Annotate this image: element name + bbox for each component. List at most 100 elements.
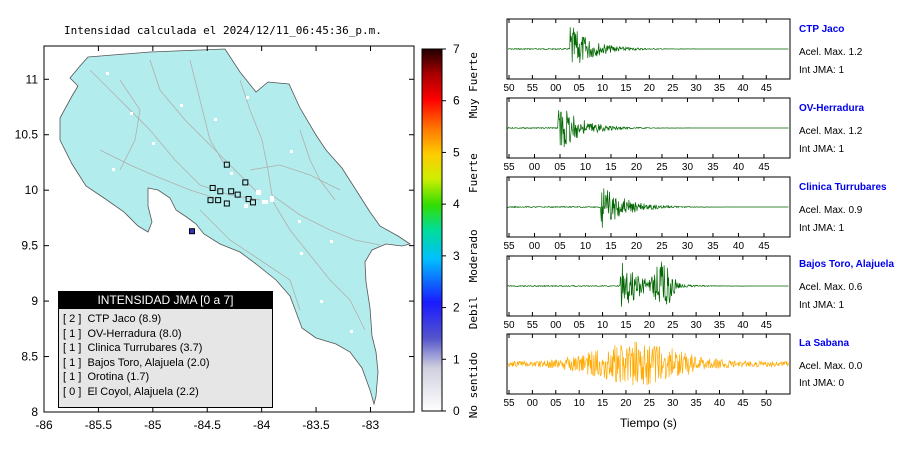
waveform-tick-label: 25 bbox=[656, 241, 668, 252]
waveform-tick-label: 20 bbox=[644, 320, 656, 331]
waveform-tick-label: 55 bbox=[503, 398, 515, 409]
waveform-tick-label: 10 bbox=[597, 83, 609, 94]
colorbar-tick-label: 2 bbox=[453, 301, 460, 315]
waveform-tick-label: 30 bbox=[682, 241, 694, 252]
waveform-tick-label: 40 bbox=[733, 162, 745, 173]
station-int: Int JMA: 1 bbox=[799, 144, 845, 155]
waveform-tick-label: 05 bbox=[574, 83, 586, 94]
colorbar-category-label: No sentido bbox=[467, 352, 480, 418]
waveform-tick-label: 10 bbox=[580, 162, 592, 173]
station-name: OV-Herradura bbox=[799, 103, 865, 114]
station-marker bbox=[217, 188, 224, 195]
waveform-tick-label: 50 bbox=[503, 83, 515, 94]
waveform-tick-label: 30 bbox=[691, 320, 703, 331]
waveform-tick-label: 40 bbox=[733, 241, 745, 252]
map-x-tick-label: -84.5 bbox=[194, 418, 222, 432]
waveform-tick-label: 25 bbox=[667, 83, 679, 94]
colorbar-category-label: Fuerte bbox=[467, 153, 480, 193]
map-x-tick-label: -85.5 bbox=[85, 418, 113, 432]
map-x-axis: -86 -85.5 -85 -84.5 -84 -83.5 -83 bbox=[35, 46, 379, 432]
waveform-tick-label: 15 bbox=[620, 320, 632, 331]
station-marker bbox=[189, 228, 195, 235]
map-y-tick-label: 11 bbox=[26, 72, 39, 86]
map-title: Intensidad calculada el 2024/12/11_06:45… bbox=[64, 24, 382, 37]
waveform-tick-label: 35 bbox=[707, 162, 719, 173]
station-marker bbox=[234, 191, 241, 198]
colorbar-tick-label: 4 bbox=[453, 197, 460, 211]
waveform-panel: 50 55 00 05 10 15 20 25 30 35 40 45 bbox=[503, 255, 791, 331]
station-marker bbox=[249, 199, 256, 206]
colorbar-tick-label: 3 bbox=[453, 249, 460, 263]
waveform-tick-label: 20 bbox=[631, 162, 643, 173]
legend-row: [ 1 ] Clinica Turrubares (3.7) bbox=[63, 342, 203, 355]
map-y-tick-label: 8.5 bbox=[21, 350, 38, 364]
waveform-panel: 50 55 00 05 10 15 20 25 30 35 40 45 bbox=[503, 18, 791, 94]
colorbar-tick-label: 5 bbox=[453, 145, 460, 159]
station-marker bbox=[207, 197, 214, 204]
waveform-tick-label: 00 bbox=[529, 241, 541, 252]
waveform-trace bbox=[507, 110, 789, 148]
waveform-tick-label: 50 bbox=[761, 398, 773, 409]
road-network bbox=[89, 59, 381, 331]
station-marker bbox=[228, 188, 235, 195]
station-accel: Acel. Max. 0.0 bbox=[799, 361, 863, 372]
colorbar-tick-label: 1 bbox=[453, 352, 460, 366]
map-y-axis: 11 10.5 10 9.5 9 8.5 8 bbox=[15, 72, 414, 419]
waveform-tick-label: 30 bbox=[691, 83, 703, 94]
waveform-tick-label: 45 bbox=[758, 162, 770, 173]
waveform-tick-label: 00 bbox=[529, 162, 541, 173]
legend-row: [ 1 ] Bajos Toro, Alajuela (2.0) bbox=[63, 356, 210, 369]
map-x-tick-label: -84 bbox=[253, 418, 271, 432]
waveform-trace bbox=[507, 341, 789, 386]
map-x-tick-label: -85 bbox=[144, 418, 162, 432]
map-y-tick-label: 8 bbox=[31, 405, 38, 419]
map-x-tick-label: -86 bbox=[35, 418, 53, 432]
waveform-tick-label: 20 bbox=[620, 398, 632, 409]
waveform-panel: 55 00 05 10 15 20 25 30 35 40 45 bbox=[503, 97, 791, 173]
legend-row: [ 0 ] El Coyol, Alajuela (2.2) bbox=[63, 385, 199, 398]
waveform-tick-label: 05 bbox=[574, 320, 586, 331]
colorbar-category-label: Moderado bbox=[467, 229, 480, 282]
station-marker bbox=[245, 196, 252, 203]
waveform-tick-label: 20 bbox=[631, 241, 643, 252]
waveform-tick-label: 35 bbox=[714, 320, 726, 331]
station-marker bbox=[242, 179, 249, 186]
waveform-tick-label: 00 bbox=[550, 320, 562, 331]
station-name: Clinica Turrubares bbox=[799, 182, 887, 193]
waveform-tick-label: 30 bbox=[682, 162, 694, 173]
station-markers bbox=[189, 161, 256, 235]
waveform-tick-label: 15 bbox=[597, 398, 609, 409]
waveform-tick-label: 35 bbox=[691, 398, 703, 409]
waveform-trace bbox=[507, 261, 789, 307]
map-y-tick-label: 9 bbox=[31, 294, 38, 308]
map-x-tick-label: -83 bbox=[362, 418, 380, 432]
waveform-tick-label: 10 bbox=[597, 320, 609, 331]
colorbar-tick-label: 6 bbox=[453, 94, 460, 108]
map-y-tick-label: 10.5 bbox=[15, 128, 39, 142]
waveform-trace bbox=[507, 188, 789, 228]
station-accel: Acel. Max. 1.2 bbox=[799, 47, 863, 58]
colorbar-scale bbox=[421, 48, 443, 412]
colorbar-tick-label: 7 bbox=[453, 42, 460, 56]
colorbar-category-label: Muy Fuerte bbox=[467, 52, 480, 118]
colorbar-category-label: Debil bbox=[467, 296, 480, 329]
station-name: La Sabana bbox=[799, 338, 850, 349]
waveform-tick-label: 30 bbox=[667, 398, 679, 409]
waveform-tick-label: 55 bbox=[503, 241, 515, 252]
waveform-tick-label: 45 bbox=[761, 83, 773, 94]
waveform-tick-label: 00 bbox=[550, 83, 562, 94]
station-marker bbox=[209, 184, 216, 191]
legend-row: [ 1 ] Orotina (1.7) bbox=[63, 371, 150, 384]
waveform-panels: 50 55 00 05 10 15 20 25 30 35 40 45 55 00 05 10 15 20 25 30… bbox=[503, 18, 791, 409]
waveform-tick-label: 40 bbox=[737, 83, 749, 94]
waveform-tick-label: 45 bbox=[758, 241, 770, 252]
waveform-tick-label: 35 bbox=[707, 241, 719, 252]
waveform-tick-label: 40 bbox=[714, 398, 726, 409]
waveform-tick-label: 40 bbox=[737, 320, 749, 331]
station-marker bbox=[223, 200, 230, 207]
station-name: CTP Jaco bbox=[799, 24, 845, 35]
map-y-tick-label: 10 bbox=[25, 183, 39, 197]
map-x-tick-label: -83.5 bbox=[302, 418, 330, 432]
colorbar: 0 1 2 3 4 5 6 7 No sentido Debil Moderado Fuerte Mu… bbox=[421, 42, 480, 418]
legend-title: INTENSIDAD JMA [0 a 7] bbox=[59, 292, 272, 309]
